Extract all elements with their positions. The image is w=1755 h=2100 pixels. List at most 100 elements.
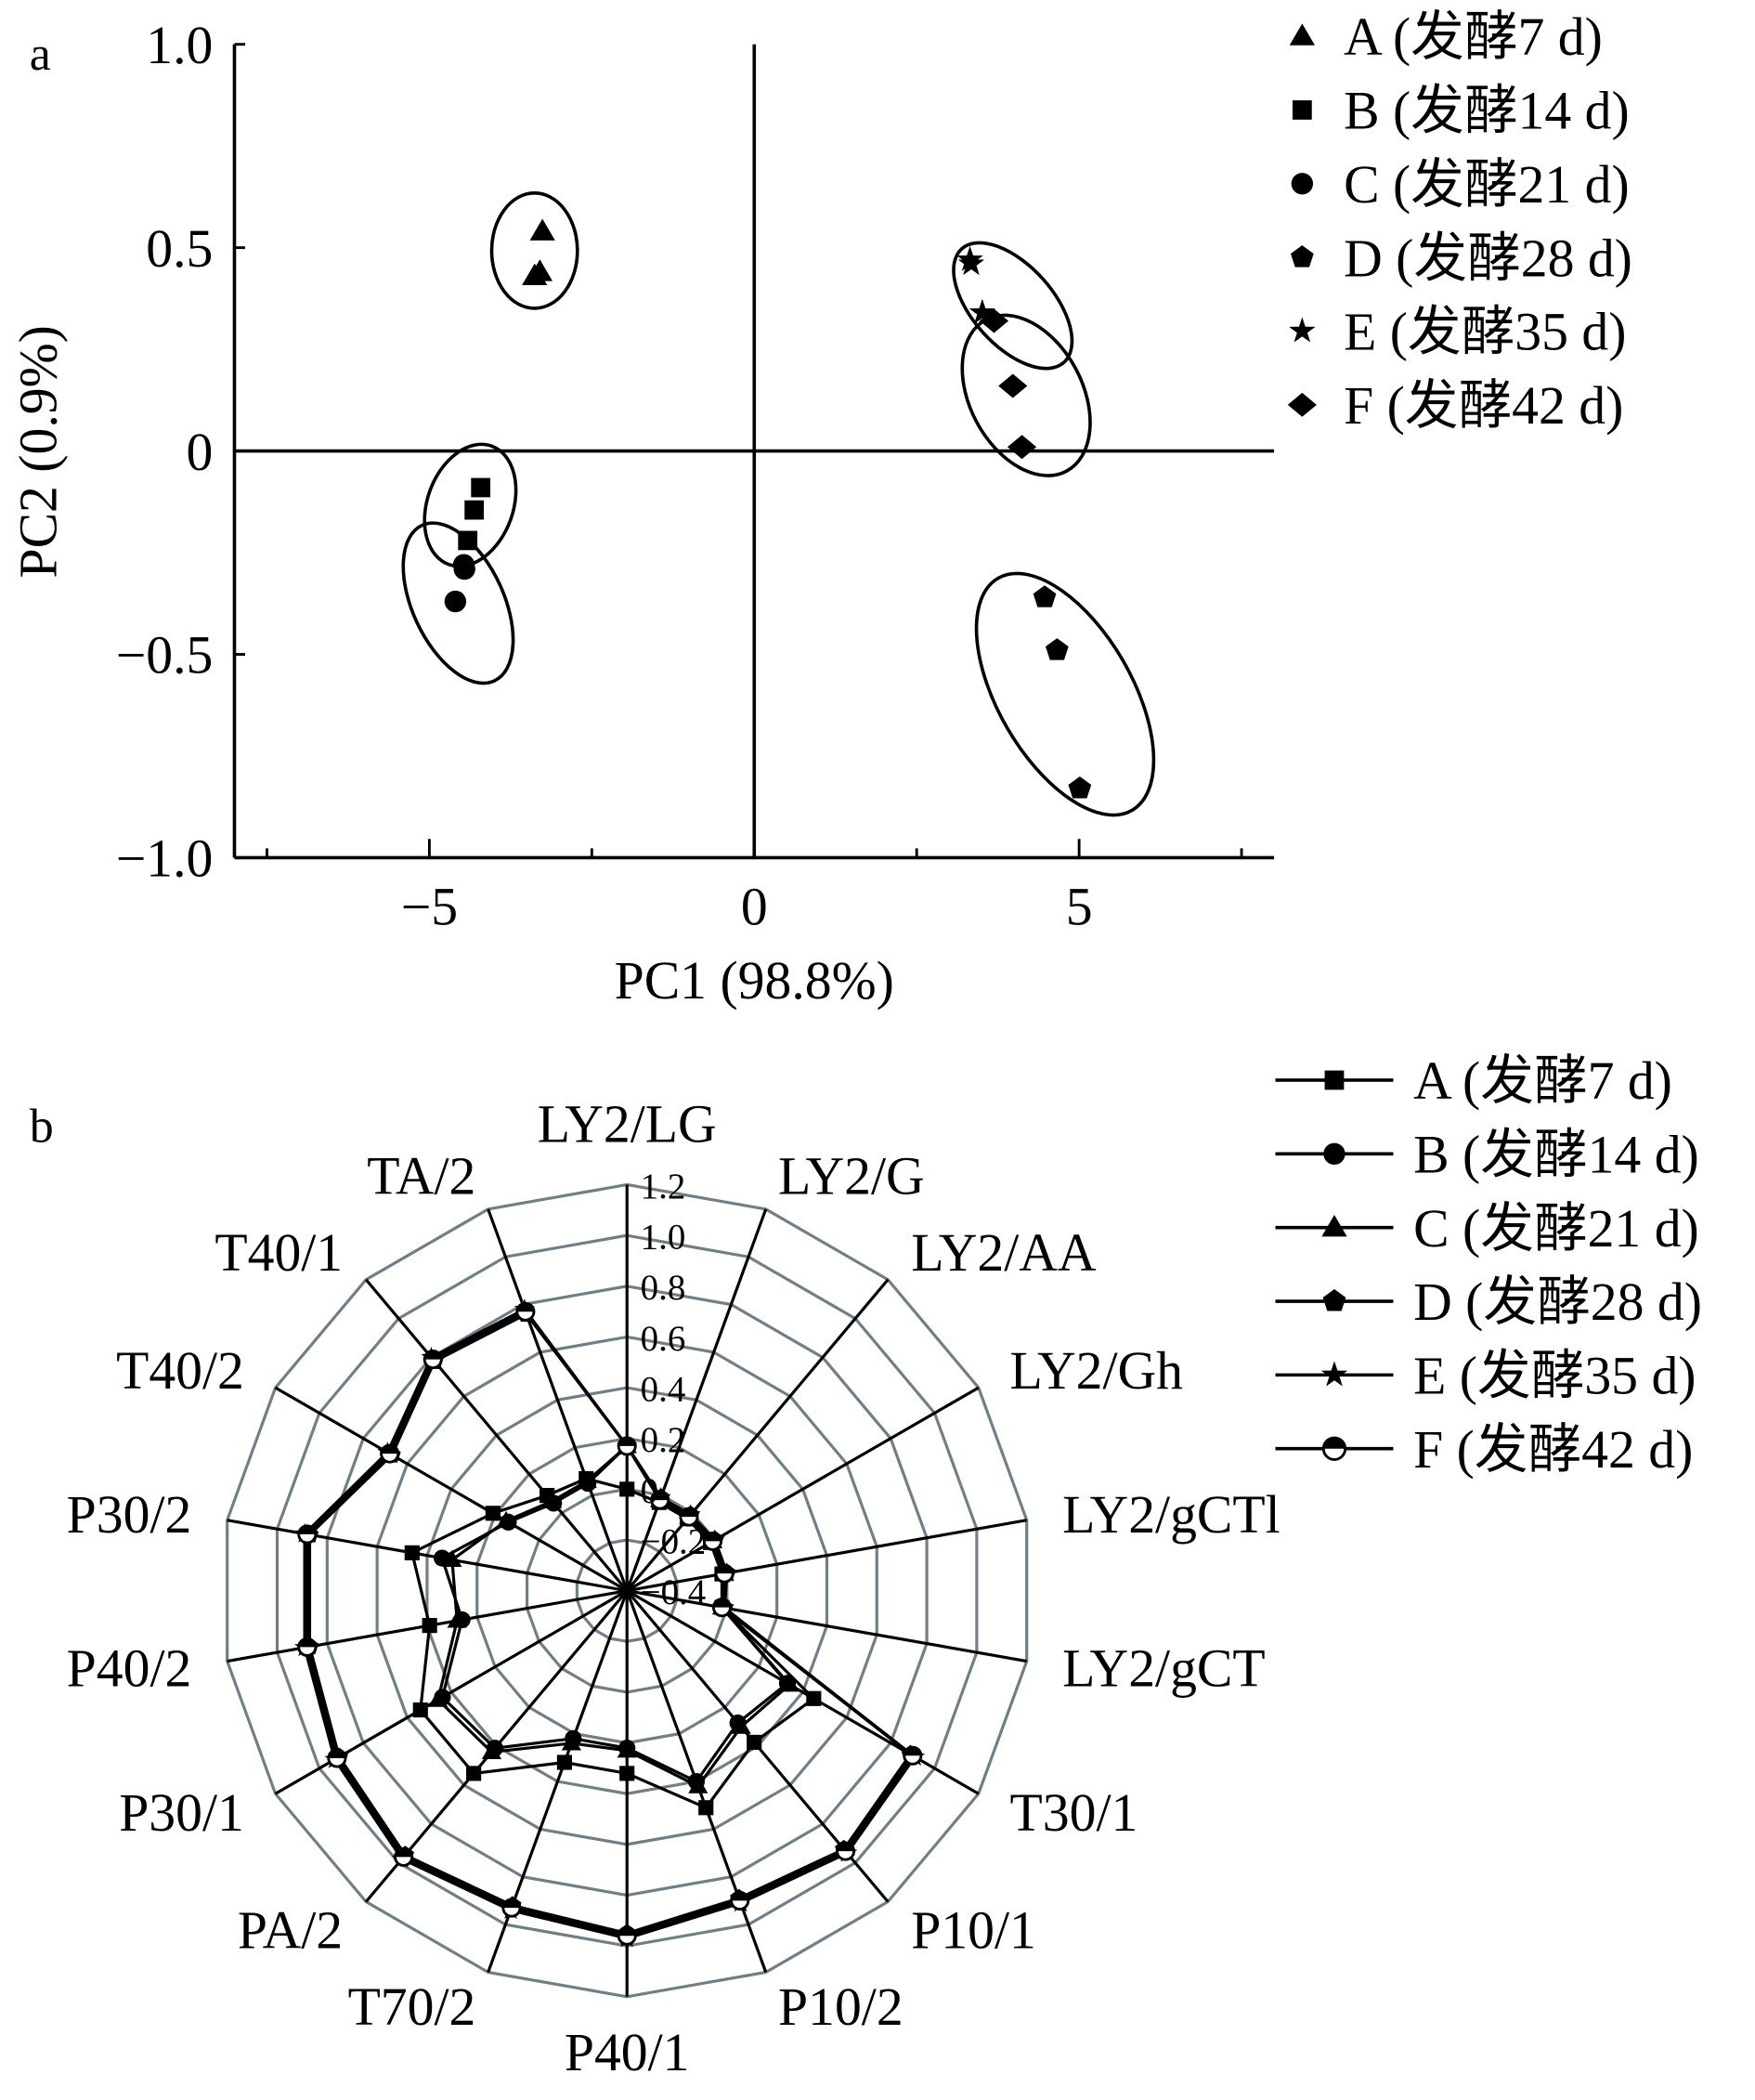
radar-point-half-circle-marker-icon [714, 1563, 734, 1584]
y-tick-label: 1.0 [146, 17, 213, 75]
legend-label: C (发酵21 d) [1344, 156, 1630, 215]
radar-point-square-marker-icon [556, 1754, 573, 1770]
legend-star-marker-icon [1320, 1361, 1348, 1387]
cluster-ellipses [401, 191, 1156, 817]
square-shape [471, 477, 491, 498]
radar-point-half-circle-marker-icon [422, 1350, 443, 1370]
data-point-diamond-marker-icon [1007, 435, 1037, 460]
square-shape [422, 1618, 437, 1634]
x-axis-label: PC1 (98.8%) [615, 952, 894, 1011]
radar-tick-label: 0 [641, 1471, 658, 1511]
half-fill [516, 1303, 534, 1312]
triangle-shape [442, 1549, 462, 1568]
legend-label: D (发酵28 d) [1413, 1273, 1702, 1332]
radar-tick-label: −0.2 [641, 1521, 707, 1561]
half-fill [731, 1892, 748, 1901]
radar-point-triangle-marker-icon [447, 1611, 467, 1628]
square-shape [458, 530, 478, 551]
radar-point-triangle-marker-icon [731, 1716, 751, 1734]
half-fill [381, 1445, 398, 1454]
data-point-square-marker-icon [464, 500, 485, 520]
radar-point-half-circle-marker-icon [617, 1436, 637, 1456]
radar-axis-label: P30/2 [67, 1486, 192, 1545]
radar-point-square-marker-icon [485, 1506, 500, 1521]
legend-pentagon-marker-icon [1322, 1289, 1346, 1311]
diamond-shape [979, 308, 1009, 333]
legend-label: E (发酵35 d) [1413, 1348, 1696, 1406]
square-shape [619, 1481, 635, 1497]
radar-axis-label: LY2/gCTl [1062, 1486, 1280, 1545]
half-fill [618, 1927, 636, 1937]
legend-triangle-marker-icon [1289, 23, 1315, 46]
square-shape [1324, 1070, 1345, 1090]
half-fill [502, 1899, 521, 1909]
radar-point-half-circle-marker-icon [836, 1841, 856, 1861]
x-tick-label: 0 [741, 879, 768, 937]
scatter-points [444, 218, 1092, 799]
radar-point-square-marker-icon [412, 1702, 428, 1718]
legend-label: D (发酵28 d) [1344, 229, 1632, 288]
triangle-shape [447, 1611, 467, 1628]
legend-square-marker-icon [1292, 100, 1312, 120]
radar-axis-labels: LY2/LG LY2/G LY2/AA LY2/Gh LY2/gCTl LY2/gCT T3… [67, 1095, 1280, 2082]
radar-point-square-marker-icon [404, 1545, 420, 1560]
radar-series-f [297, 1301, 923, 1946]
data-point-star-marker-icon [968, 298, 996, 324]
star-shape [968, 298, 996, 324]
cluster-ellipse [960, 313, 1092, 477]
half-fill [424, 1350, 442, 1360]
triangle-shape [1321, 1215, 1347, 1237]
radar-spoke [487, 1208, 629, 1592]
radar-spoke [274, 1386, 628, 1593]
radar-spoke [626, 1519, 1027, 1593]
data-point-triangle-marker-icon [526, 259, 552, 281]
legend-label: A (发酵7 d) [1344, 8, 1603, 67]
data-point-diamond-marker-icon [998, 373, 1028, 398]
radar-tick-labels: −0.4 −0.2 0 0.2 0.4 0.6 0.8 1.0 1.2 [641, 1167, 707, 1612]
radar-axis-label: LY2/G [778, 1147, 925, 1206]
cluster-ellipse [422, 442, 518, 568]
triangle-shape [731, 1716, 751, 1734]
square-shape [464, 500, 485, 520]
half-fill [713, 1598, 731, 1608]
radar-panel: b −0.4−0.200.20.40.60.81.01.2 LY2/LGLY2/… [30, 1052, 1702, 2082]
triangle-shape [779, 1675, 800, 1692]
data-point-diamond-marker-icon [979, 308, 1009, 333]
radar-series-c [428, 1436, 800, 1793]
radar-point-half-circle-marker-icon [650, 1490, 670, 1510]
half-fill [328, 1749, 345, 1758]
panel-label-b: b [30, 1100, 54, 1153]
square-shape [806, 1690, 822, 1706]
data-point-pentagon-marker-icon [1045, 638, 1069, 660]
half-fill [1323, 1438, 1346, 1449]
radar-axis-label: LY2/AA [911, 1224, 1097, 1283]
legend-diamond-marker-icon [1287, 392, 1317, 417]
data-point-pentagon-marker-icon [1033, 585, 1057, 607]
radar-point-half-circle-marker-icon [711, 1598, 732, 1618]
y-tick-label: 0.5 [146, 220, 213, 279]
legend-star-marker-icon [1289, 317, 1316, 343]
radar-axis-label: LY2/LG [538, 1095, 717, 1154]
radar-spoke [227, 1519, 628, 1593]
radar-tick-label: 0.6 [641, 1319, 686, 1359]
triangle-shape [481, 1741, 502, 1759]
radar-tick-label: 0.4 [641, 1370, 686, 1410]
data-point-square-marker-icon [458, 530, 478, 551]
radar-point-half-circle-marker-icon [730, 1890, 750, 1911]
radar-tick-label: 0.8 [641, 1268, 686, 1308]
triangle-shape [526, 259, 552, 281]
radar-legend: A (发酵7 d) B (发酵14 d) C (发酵21 d) D (发酵28 d) E… [1275, 1052, 1702, 1480]
radar-axis-label: P40/2 [67, 1640, 192, 1699]
radar-axis-label: P10/1 [911, 1902, 1036, 1961]
triangle-shape [617, 1741, 637, 1758]
radar-spoke [625, 1208, 768, 1592]
radar-axis-label: T30/1 [1010, 1784, 1138, 1843]
triangle-shape [428, 1689, 448, 1707]
radar-point-half-circle-marker-icon [515, 1301, 536, 1322]
data-point-circle-marker-icon [444, 590, 467, 613]
diamond-shape [1007, 435, 1037, 460]
radar-axis-label: LY2/gCT [1062, 1640, 1266, 1699]
star-shape [1289, 317, 1316, 343]
triangle-shape [577, 1470, 597, 1489]
